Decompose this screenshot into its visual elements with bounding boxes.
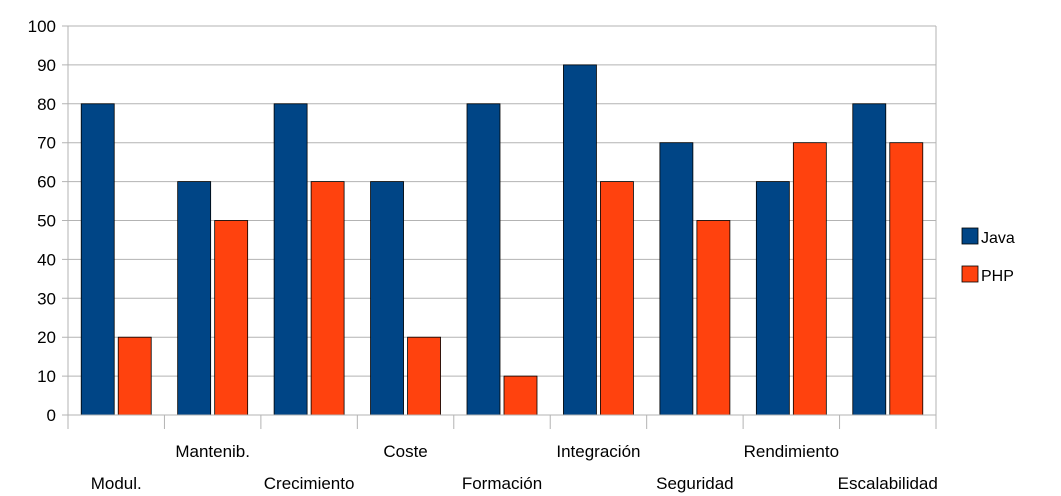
- y-tick-label: 90: [37, 56, 56, 75]
- bar-java-4: [466, 103, 501, 416]
- y-tick-label: 40: [37, 250, 56, 269]
- x-tick-label: Modul.: [91, 474, 142, 493]
- bar-java-1: [177, 181, 212, 416]
- y-tick-label: 0: [47, 406, 56, 425]
- x-tick-label: Seguridad: [656, 474, 734, 493]
- y-tick-label: 60: [37, 173, 56, 192]
- bar-php-3: [407, 336, 441, 416]
- x-tick-label: Mantenib.: [175, 442, 250, 461]
- y-axis-ticks: 0 10 20 30 40 50 60 70 80 90 100: [28, 17, 56, 425]
- bar-java-8: [852, 103, 887, 416]
- x-tick-label: Integración: [556, 442, 640, 461]
- bar-java-2: [273, 103, 308, 416]
- bar-php-7: [792, 142, 827, 416]
- x-tick-label: Crecimiento: [264, 474, 355, 493]
- legend-label-java: Java: [981, 230, 1015, 247]
- bar-php-2: [310, 181, 345, 416]
- x-tick-label: Formación: [462, 474, 542, 493]
- bar-php-6: [696, 220, 731, 416]
- x-tick-label: Coste: [383, 442, 427, 461]
- bar-java-0: [80, 103, 115, 416]
- x-axis-ticks: Modul. Mantenib. Crecimiento Coste Formación…: [91, 442, 938, 493]
- legend-swatch-java: [961, 227, 979, 245]
- bars: [80, 64, 924, 416]
- x-tick-label: Rendimiento: [744, 442, 839, 461]
- bar-java-3: [370, 181, 404, 416]
- legend-label-php: PHP: [981, 268, 1014, 285]
- y-tick-label: 80: [37, 95, 56, 114]
- bar-java-5: [563, 64, 597, 416]
- axes: [67, 26, 937, 429]
- y-tick-label: 30: [37, 289, 56, 308]
- y-tick-label: 50: [37, 212, 56, 231]
- legend-swatch-php: [961, 265, 979, 283]
- bar-php-8: [889, 142, 924, 416]
- bar-php-1: [214, 220, 249, 416]
- bar-java-7: [755, 181, 790, 416]
- bar-php-5: [600, 181, 634, 416]
- y-tick-label: 10: [37, 367, 56, 386]
- y-tick-label: 70: [37, 134, 56, 153]
- y-tick-label: 100: [28, 17, 56, 36]
- x-tick-label: Escalabilidad: [838, 474, 938, 493]
- bar-php-4: [503, 375, 538, 416]
- y-tick-label: 20: [37, 328, 56, 347]
- bar-php-0: [117, 336, 152, 416]
- legend: Java PHP: [961, 227, 1015, 285]
- bar-java-6: [659, 142, 694, 416]
